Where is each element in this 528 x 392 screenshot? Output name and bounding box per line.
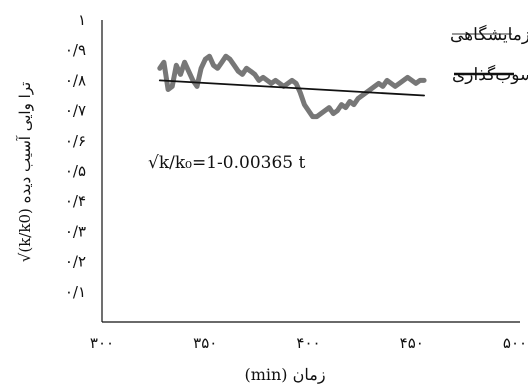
y-tick-label: ۰/۶ [65,132,86,150]
x-axis-label: زمان (min) [244,365,325,384]
series-line-experimental [157,53,427,120]
legend-label-model: مکانیزم رسوب‌گذاری [452,64,528,85]
legend: داده‌های آزمایشگاهی مکانیزم رسوب‌گذاری [450,23,528,85]
series-layer [157,53,427,120]
y-tick-label: ۰/۸ [65,71,86,89]
x-tick-label: ۴۰۰ [296,334,320,352]
x-tick-label: ۳۵۰ [193,334,217,352]
y-tick-label: ۱ [78,11,86,29]
x-tick-label: ۴۵۰ [400,334,424,352]
y-tick-label: ۰/۹ [65,41,86,59]
y-tick-label: ۰/۱ [65,283,86,301]
x-tick-labels: ۳۰۰ ۳۵۰ ۴۰۰ ۴۵۰ ۵۰۰ [90,334,527,352]
x-tick-label: ۳۰۰ [90,334,114,352]
y-tick-label: ۰/۵ [65,162,86,180]
legend-label-experimental: داده‌های آزمایشگاهی [450,23,528,45]
y-axis-label: √(k/k0) ترا وایی آسیب دیده [16,82,34,262]
series-line-model [158,79,426,97]
y-tick-label: ۰/۴ [65,192,86,210]
equation-label: √k/k₀=1-0.00365 t [148,153,305,173]
y-tick-labels: ۰/۱ ۰/۲ ۰/۳ ۰/۴ ۰/۵ ۰/۶ ۰/۷ ۰/۸ ۰/۹ ۱ [65,11,86,301]
y-tick-label: ۰/۷ [65,102,86,120]
y-tick-label: ۰/۲ [65,253,86,271]
x-tick-label: ۵۰۰ [503,334,527,352]
y-tick-label: ۰/۳ [65,222,86,240]
